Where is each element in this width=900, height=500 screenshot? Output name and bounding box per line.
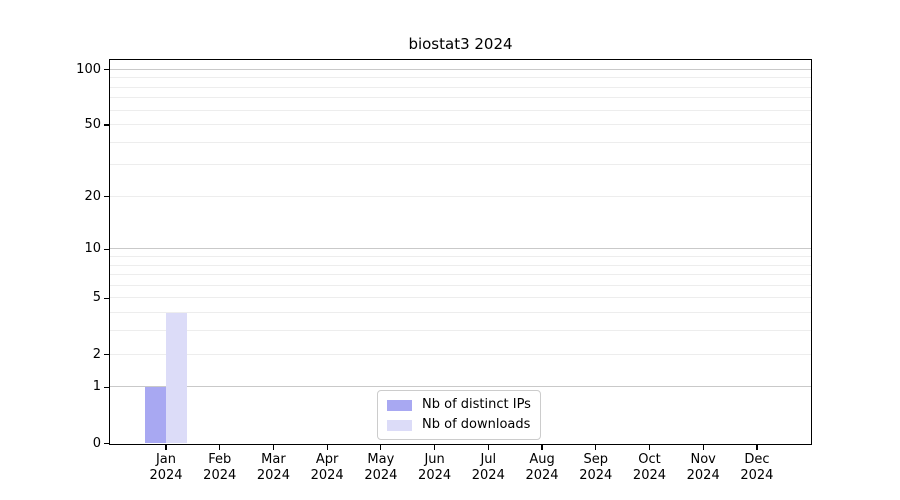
x-tick-mark: [165, 444, 167, 450]
x-tick-month: Oct: [638, 452, 661, 467]
x-tick-year: 2024: [740, 468, 774, 483]
x-tick-label: Mar 2024: [245, 452, 301, 484]
minor-gridline: [110, 255, 811, 257]
y-tick-label: 5: [92, 290, 101, 306]
legend-label-downloads: Nb of downloads: [422, 417, 531, 432]
x-tick-month: Jul: [480, 452, 497, 467]
y-tick-label: 0: [92, 435, 101, 451]
minor-gridline: [110, 312, 811, 314]
x-tick-month: Aug: [529, 452, 555, 467]
x-tick-label: Feb 2024: [192, 452, 248, 484]
x-tick-label: Jan 2024: [138, 452, 194, 484]
x-tick-label: May 2024: [353, 452, 409, 484]
x-tick-label: Nov 2024: [675, 452, 731, 484]
x-tick-label: Aug 2024: [514, 452, 570, 484]
x-tick-month: Jan: [155, 452, 177, 467]
x-tick-mark: [648, 444, 651, 450]
x-tick-year: 2024: [579, 468, 613, 483]
legend-item-distinct-ips: Nb of distinct IPs: [387, 397, 531, 413]
minor-gridline: [110, 264, 811, 266]
minor-gridline: [110, 109, 811, 111]
x-tick-label: Sep 2024: [568, 452, 624, 484]
x-tick-year: 2024: [525, 468, 559, 483]
x-tick-label: Jun 2024: [407, 452, 463, 484]
y-tick-label: 1: [92, 379, 101, 395]
y-tick-label: 2: [92, 346, 101, 362]
y-tick-mark: [104, 386, 109, 388]
x-tick-month: Mar: [261, 452, 286, 467]
bar-distinct-ips: [144, 386, 166, 443]
minor-gridline: [110, 274, 811, 276]
x-tick-label: Apr 2024: [299, 452, 355, 484]
minor-gridline: [110, 124, 811, 126]
x-tick-year: 2024: [632, 468, 667, 483]
x-tick-mark: [595, 444, 597, 450]
x-tick-mark: [272, 444, 275, 450]
y-tick-mark: [104, 124, 109, 126]
x-tick-month: May: [367, 452, 395, 467]
minor-gridline: [110, 141, 811, 143]
y-tick-label: 50: [84, 117, 101, 133]
x-tick-label: Dec 2024: [729, 452, 785, 484]
legend-item-downloads: Nb of downloads: [387, 417, 531, 433]
legend-swatch-downloads: [387, 419, 412, 431]
x-tick-month: Nov: [690, 452, 716, 467]
x-tick-month: Feb: [208, 452, 232, 467]
legend-label-distinct-ips: Nb of distinct IPs: [422, 397, 531, 412]
plot-area: Nb of distinct IPs Nb of downloads: [109, 59, 812, 445]
legend-swatch-distinct-ips: [387, 399, 412, 411]
minor-gridline: [110, 195, 811, 197]
minor-gridline: [110, 97, 811, 99]
minor-gridline: [110, 284, 811, 286]
x-tick-mark: [219, 444, 221, 450]
y-tick-mark: [104, 297, 109, 299]
x-tick-mark: [541, 444, 543, 450]
x-tick-mark: [756, 444, 758, 450]
x-tick-year: 2024: [256, 468, 290, 483]
x-tick-mark: [326, 444, 328, 450]
y-tick-mark: [104, 196, 109, 198]
major-gridline: [110, 248, 811, 250]
y-tick-mark: [104, 353, 109, 356]
x-tick-month: Sep: [583, 452, 608, 467]
legend: Nb of distinct IPs Nb of downloads: [377, 390, 541, 440]
x-tick-month: Jun: [424, 452, 445, 467]
x-tick-mark: [487, 444, 489, 450]
x-tick-label: Jul 2024: [460, 452, 516, 484]
x-tick-year: 2024: [149, 468, 183, 483]
x-tick-year: 2024: [364, 468, 398, 483]
major-gridline: [110, 68, 811, 70]
y-tick-mark: [104, 248, 109, 250]
major-gridline: [110, 386, 811, 388]
chart-title: biostat3 2024: [408, 35, 513, 53]
minor-gridline: [110, 86, 811, 88]
x-tick-mark: [702, 444, 704, 450]
bar-downloads: [165, 312, 187, 443]
minor-gridline: [110, 77, 811, 79]
y-tick-mark: [104, 69, 109, 71]
minor-gridline: [110, 297, 811, 299]
x-tick-mark: [434, 444, 436, 450]
minor-gridline: [110, 164, 811, 166]
minor-gridline: [110, 353, 811, 355]
y-tick-label: 20: [84, 188, 101, 204]
x-tick-year: 2024: [203, 468, 237, 483]
x-tick-label: Oct 2024: [621, 452, 677, 484]
x-tick-month: Apr: [315, 452, 339, 467]
x-tick-mark: [380, 444, 382, 450]
x-tick-month: Dec: [744, 452, 770, 467]
y-tick-label: 10: [84, 241, 101, 257]
minor-gridline: [110, 330, 811, 332]
x-tick-year: 2024: [310, 468, 344, 483]
x-tick-year: 2024: [686, 468, 720, 483]
y-tick-label: 100: [76, 61, 101, 77]
x-tick-year: 2024: [471, 468, 505, 483]
y-tick-mark: [104, 442, 109, 445]
x-tick-year: 2024: [418, 468, 452, 483]
